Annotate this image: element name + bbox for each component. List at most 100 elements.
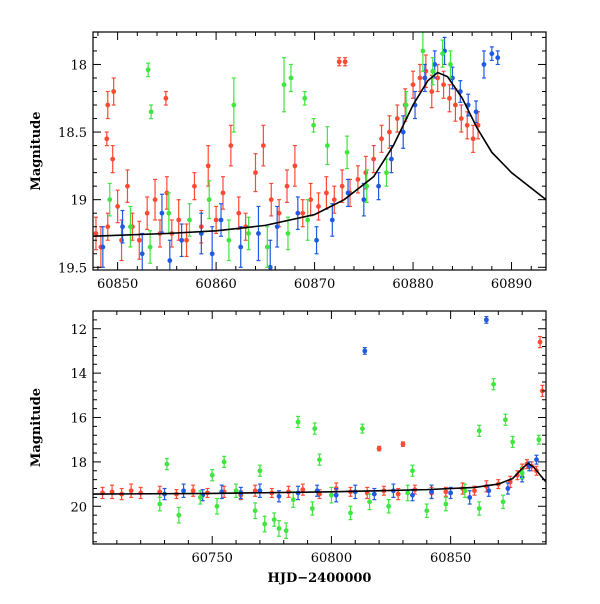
data-point — [218, 217, 224, 223]
data-point — [345, 190, 351, 196]
series-1 — [100, 36, 501, 270]
data-point — [473, 109, 479, 115]
x-tick-label: 60850 — [97, 277, 138, 292]
data-point — [510, 439, 516, 445]
data-point — [462, 488, 468, 494]
model-curve — [93, 462, 546, 495]
data-point — [276, 210, 282, 216]
data-point — [464, 122, 470, 128]
data-point — [128, 224, 133, 230]
data-point — [110, 156, 116, 162]
data-point — [152, 197, 158, 203]
data-point — [197, 495, 203, 500]
data-point — [362, 348, 368, 354]
data-point — [417, 75, 423, 81]
x-tick-label: 60850 — [430, 551, 471, 566]
plot-area — [93, 315, 546, 540]
data-point — [166, 210, 172, 216]
data-point — [145, 67, 151, 73]
data-point — [440, 51, 445, 57]
data-point — [281, 82, 287, 88]
data-point — [159, 210, 165, 216]
y-tick-label: 18.5 — [58, 126, 87, 141]
data-point — [447, 95, 452, 101]
data-point — [179, 237, 185, 243]
data-point — [300, 210, 306, 216]
data-point — [246, 231, 251, 236]
data-point — [256, 231, 261, 236]
data-point — [144, 210, 150, 216]
data-point — [276, 493, 282, 499]
data-point — [119, 237, 124, 243]
data-point — [176, 512, 182, 518]
data-point — [329, 492, 334, 498]
y-axis-label: Magnitude — [29, 111, 44, 190]
data-point — [422, 75, 428, 81]
data-point — [257, 468, 263, 474]
data-point — [164, 461, 170, 467]
series-2 — [157, 378, 542, 540]
data-point — [262, 521, 268, 527]
data-point — [500, 499, 506, 505]
data-point — [314, 237, 319, 243]
data-point — [228, 143, 234, 148]
data-point — [443, 501, 449, 507]
data-point — [192, 183, 197, 189]
data-point — [236, 210, 242, 216]
data-point — [107, 197, 113, 203]
data-point — [105, 224, 111, 230]
data-point — [481, 62, 487, 67]
data-point — [264, 244, 270, 250]
data-point — [387, 129, 392, 135]
data-point — [395, 491, 401, 497]
data-point — [388, 156, 394, 162]
data-point — [267, 264, 273, 270]
data-point — [441, 82, 446, 88]
data-point — [148, 109, 154, 115]
data-point — [453, 102, 458, 108]
series-1 — [162, 315, 539, 505]
data-point — [220, 190, 226, 196]
data-point — [491, 381, 496, 387]
data-point — [205, 163, 211, 169]
data-point — [231, 102, 237, 108]
data-point — [139, 251, 145, 257]
data-point — [300, 487, 306, 493]
data-point — [285, 231, 291, 236]
data-point — [184, 237, 189, 243]
data-point — [495, 55, 501, 61]
x-tick-label: 60870 — [294, 277, 335, 292]
axes-frame — [92, 31, 547, 271]
data-point — [420, 48, 426, 54]
data-point — [104, 136, 110, 142]
data-point — [336, 59, 342, 65]
data-point — [233, 488, 239, 494]
data-point — [120, 224, 125, 230]
data-point — [400, 441, 406, 447]
data-point — [147, 244, 153, 250]
data-point — [536, 437, 542, 443]
data-point — [253, 170, 258, 176]
data-point — [226, 237, 232, 243]
y-tick-label: 19 — [70, 194, 87, 209]
data-point — [403, 102, 409, 108]
data-point — [163, 95, 169, 101]
data-point — [295, 419, 301, 425]
data-point — [384, 170, 389, 176]
data-point — [519, 470, 525, 476]
data-point — [213, 217, 219, 223]
data-point — [405, 490, 411, 496]
data-point — [537, 339, 543, 345]
data-point — [252, 488, 258, 494]
data-point — [271, 517, 277, 522]
y-tick-label: 18 — [70, 456, 87, 471]
data-point — [260, 143, 266, 148]
data-point — [371, 491, 377, 497]
data-point — [138, 490, 144, 496]
data-point — [476, 506, 482, 511]
data-point — [109, 489, 115, 495]
y-tick-label: 20 — [70, 500, 87, 515]
data-point — [386, 503, 392, 509]
data-point — [443, 489, 449, 495]
data-point — [268, 197, 274, 203]
